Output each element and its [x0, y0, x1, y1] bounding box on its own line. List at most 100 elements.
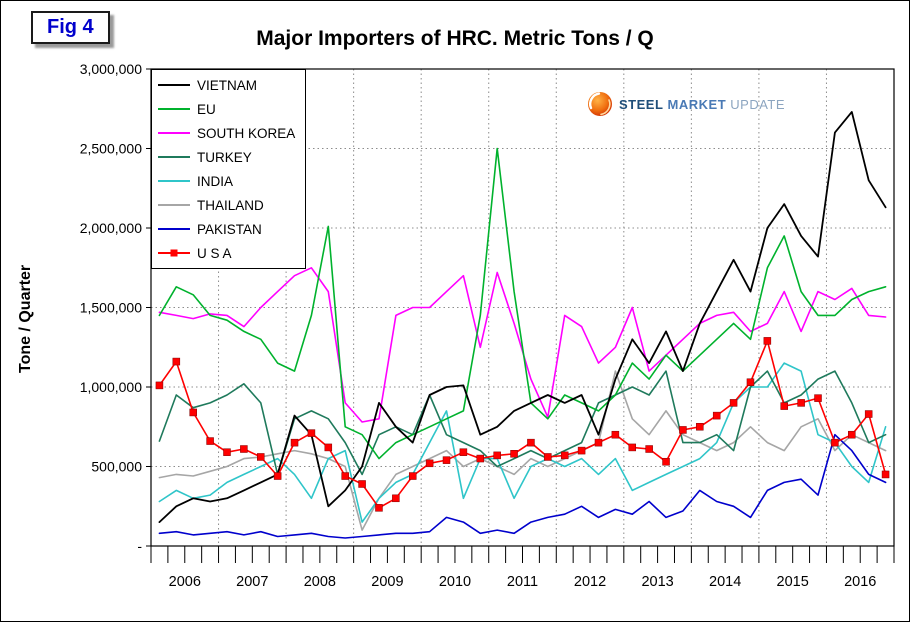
legend-line-sample — [158, 249, 190, 257]
x-year-label: 2012 — [574, 574, 606, 590]
series-marker-u-s-a — [679, 426, 687, 434]
legend-line-sample — [158, 84, 190, 86]
x-year-label: 2016 — [844, 574, 876, 590]
series-marker-u-s-a — [729, 399, 738, 407]
series-marker-u-s-a — [408, 472, 417, 480]
series-marker-u-s-a — [763, 337, 772, 345]
legend-line-sample — [158, 180, 190, 182]
series-line-eu — [158, 147, 887, 460]
legend-item-turkey: TURKEY — [157, 145, 295, 169]
legend-label: TURKEY — [197, 149, 252, 165]
smu-logo-text: STEEL MARKET UPDATE — [619, 97, 785, 112]
series-marker-u-s-a — [864, 410, 873, 418]
y-tick-label: 2,500,000 — [80, 141, 142, 157]
series-marker-u-s-a — [442, 456, 451, 464]
series-marker-u-s-a — [527, 438, 535, 447]
y-tick-label: 3,000,000 — [80, 61, 142, 77]
legend-item-vietnam: VIETNAM — [157, 73, 295, 97]
series-marker-u-s-a — [375, 504, 383, 512]
series-marker-u-s-a — [257, 453, 265, 461]
x-year-label: 2008 — [304, 574, 336, 590]
series-marker-u-s-a — [392, 494, 400, 503]
series-marker-u-s-a — [476, 454, 485, 463]
series-marker-u-s-a — [780, 402, 788, 410]
series-marker-u-s-a — [273, 472, 282, 480]
y-tick-label: 1,500,000 — [80, 300, 142, 316]
figure-number-box: Fig 4 — [31, 11, 110, 44]
series-marker-u-s-a — [189, 408, 197, 417]
series-line-u-s-a — [158, 340, 887, 509]
series-line-thailand — [158, 370, 887, 531]
legend-item-pakistan: PAKISTAN — [157, 217, 295, 241]
y-tick-label: 500,000 — [91, 459, 142, 475]
series-marker-u-s-a — [814, 394, 822, 402]
series-marker-u-s-a — [223, 448, 231, 456]
series-marker-u-s-a — [712, 411, 721, 420]
series-marker-u-s-a — [341, 472, 349, 480]
series-marker-u-s-a — [746, 378, 755, 386]
series-line-india — [158, 362, 887, 523]
series-marker-u-s-a — [172, 357, 181, 366]
chart-legend: VIETNAM EU SOUTH KOREA TURKEY INDIA THAI… — [151, 69, 307, 269]
series-marker-u-s-a — [628, 443, 637, 452]
smu-market-text: MARKET — [667, 96, 727, 112]
legend-item-eu: EU — [157, 97, 295, 121]
smu-steel-text: STEEL — [619, 96, 664, 112]
legend-line-sample — [158, 228, 190, 230]
series-marker-u-s-a — [848, 430, 856, 439]
series-marker-u-s-a — [645, 445, 653, 453]
smu-swirl-icon — [588, 92, 612, 116]
series-line-pakistan — [158, 433, 887, 539]
series-marker-u-s-a — [510, 450, 518, 458]
series-marker-u-s-a — [240, 445, 248, 453]
steel-market-update-logo: STEEL MARKET UPDATE — [587, 91, 785, 117]
smu-update-text: UPDATE — [730, 96, 786, 112]
legend-item-usa: U S A — [157, 241, 295, 265]
series-marker-u-s-a — [206, 437, 214, 445]
series-marker-u-s-a — [544, 453, 552, 461]
x-year-label: 2009 — [371, 574, 403, 590]
legend-line-sample — [158, 108, 190, 110]
series-marker-u-s-a — [290, 438, 299, 447]
series-marker-u-s-a — [425, 459, 434, 468]
series-marker-u-s-a — [560, 451, 569, 460]
x-year-label: 2014 — [709, 574, 741, 590]
x-year-label: 2011 — [507, 574, 538, 590]
series-marker-u-s-a — [577, 446, 586, 455]
series-marker-u-s-a — [324, 443, 333, 452]
legend-marker — [170, 249, 178, 257]
series-marker-u-s-a — [881, 470, 890, 479]
figure-number-label: Fig 4 — [47, 16, 94, 38]
x-year-label: 2010 — [439, 574, 471, 590]
y-axis-title: Tone / Quarter — [17, 264, 34, 373]
legend-line-sample — [158, 156, 190, 158]
series-marker-u-s-a — [459, 448, 468, 456]
legend-label: EU — [197, 101, 216, 117]
y-tick-label: 2,000,000 — [80, 220, 142, 236]
legend-item-thailand: THAILAND — [157, 193, 295, 217]
series-marker-u-s-a — [307, 429, 316, 437]
y-tick-label: - — [137, 538, 142, 554]
legend-label: SOUTH KOREA — [197, 125, 296, 141]
series-marker-u-s-a — [594, 438, 603, 447]
series-marker-u-s-a — [696, 423, 704, 431]
series-marker-u-s-a — [155, 381, 164, 390]
legend-label: THAILAND — [197, 197, 264, 213]
series-marker-u-s-a — [797, 399, 805, 407]
series-marker-u-s-a — [611, 430, 620, 439]
series-marker-u-s-a — [831, 438, 839, 447]
legend-label: INDIA — [197, 173, 234, 189]
legend-label: U S A — [197, 245, 232, 261]
series-marker-u-s-a — [358, 480, 366, 488]
series-line-vietnam — [158, 111, 887, 523]
series-marker-u-s-a — [662, 457, 670, 466]
legend-label: PAKISTAN — [197, 221, 262, 237]
series-marker-u-s-a — [493, 451, 501, 460]
legend-line-sample — [158, 204, 190, 206]
legend-item-india: INDIA — [157, 169, 295, 193]
legend-item-south-korea: SOUTH KOREA — [157, 121, 295, 145]
x-year-label: 2006 — [169, 574, 201, 590]
legend-line-sample — [158, 132, 190, 134]
